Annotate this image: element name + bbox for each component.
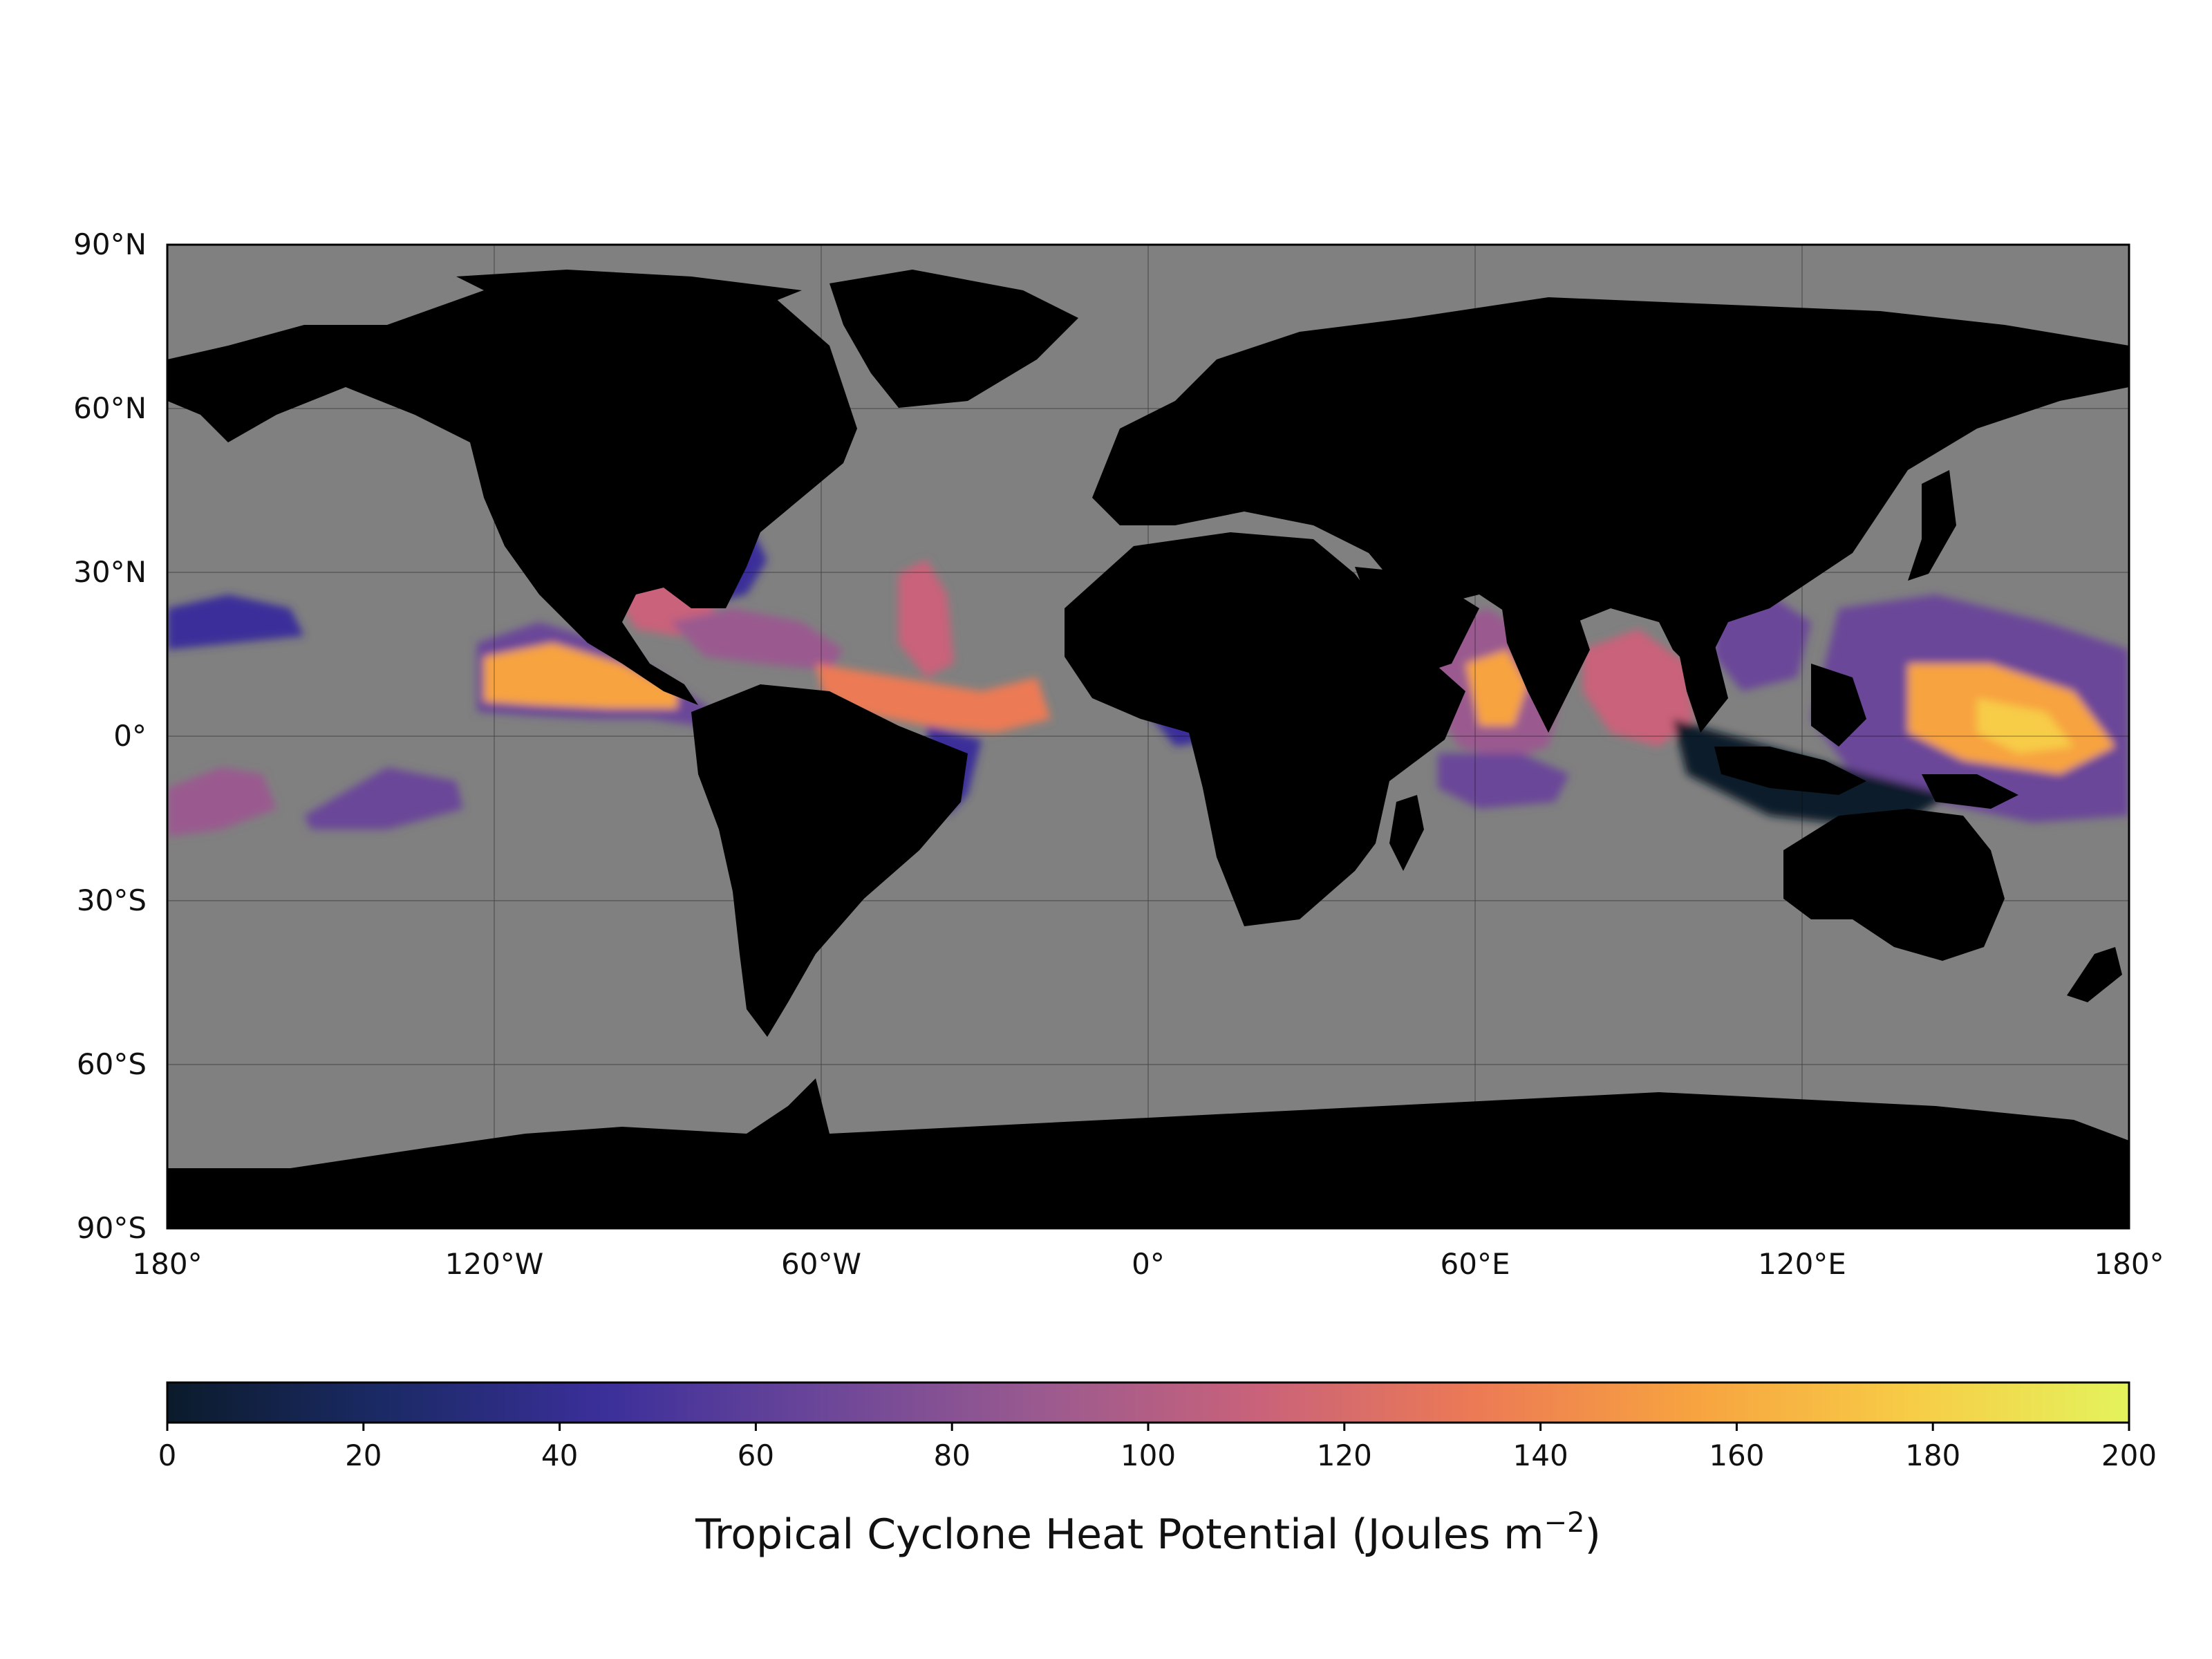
colorbar-tick-label: 180	[1905, 1438, 1960, 1472]
colorbar-tick-label: 100	[1121, 1438, 1176, 1472]
lon-tick-label: 180°	[132, 1247, 202, 1281]
lon-tick-label: 120°W	[445, 1247, 544, 1281]
colorbar	[166, 1381, 2130, 1424]
land-madagascar	[1389, 795, 1424, 871]
heat-arabian-sea-core	[1465, 650, 1528, 726]
heat-bay-of-bengal	[1583, 629, 1694, 747]
lat-tick-label: 90°S	[77, 1211, 147, 1245]
heat-west-pacific-hot	[1977, 698, 2074, 753]
colorbar-tick-label: 60	[738, 1438, 774, 1472]
colorbar-tick-label: 200	[2101, 1438, 2157, 1472]
colorbar-tick-label: 160	[1709, 1438, 1764, 1472]
colorbar-tick-label: 0	[158, 1438, 177, 1472]
lon-tick-label: 0°	[1132, 1247, 1165, 1281]
land-new-guinea	[1922, 774, 2018, 809]
colorbar-tick-label: 80	[933, 1438, 970, 1472]
land-southeast-asia	[1673, 622, 1728, 733]
land-south-america	[691, 684, 968, 1037]
heat-east-pacific-core	[484, 643, 677, 709]
land-antarctica	[167, 1078, 2129, 1228]
lat-tick-label: 60°S	[77, 1047, 147, 1081]
lat-tick-label: 0°	[113, 719, 147, 753]
lat-tick-label: 30°S	[77, 883, 147, 917]
land-borneo-philippines	[1811, 664, 1866, 747]
land-arabia	[1355, 567, 1479, 677]
colorbar-label: Tropical Cyclone Heat Potential (Joules …	[695, 1507, 1601, 1559]
lon-tick-label: 60°W	[781, 1247, 861, 1281]
lat-tick-label: 60°N	[73, 391, 147, 425]
land-indonesia	[1714, 747, 1866, 795]
land-arctic-islands	[456, 270, 802, 325]
land-greenland	[830, 270, 1078, 408]
heat-south-pacific-west	[167, 767, 276, 836]
land-india	[1500, 594, 1590, 733]
land-africa	[1065, 532, 1465, 926]
land-eurasia	[1092, 297, 2129, 677]
lat-tick-label: 90°N	[73, 227, 147, 261]
lon-tick-label: 120°E	[1758, 1247, 1846, 1281]
colorbar-tick-label: 120	[1317, 1438, 1372, 1472]
heat-caribbean	[671, 608, 843, 671]
colorbar-label-close: )	[1585, 1510, 1601, 1559]
heat-south-pacific-east	[304, 767, 463, 830]
heat-south-indian	[1438, 753, 1569, 809]
colorbar-tick-label: 140	[1513, 1438, 1568, 1472]
colorbar-label-main: Tropical Cyclone Heat Potential (Joules …	[695, 1510, 1544, 1559]
lon-tick-label: 60°E	[1441, 1247, 1510, 1281]
lat-tick-label: 30°N	[73, 555, 147, 589]
colorbar-tick-label: 40	[541, 1438, 578, 1472]
land-north-america	[167, 283, 857, 705]
colorbar-label-exponent: −2	[1544, 1507, 1585, 1539]
colorbar-tick-label: 20	[345, 1438, 382, 1472]
lat-tick-labels: 90°N 60°N 30°N 0° 30°S 60°S 90°S	[73, 227, 147, 1245]
land-australia	[1783, 809, 2005, 961]
lon-tick-labels: 180° 120°W 60°W 0° 60°E 120°E 180°	[132, 1247, 2164, 1281]
map-frame	[166, 243, 2130, 1230]
gridlines	[167, 245, 2129, 1228]
lon-tick-label: 180°	[2094, 1247, 2164, 1281]
heat-central-pacific	[167, 594, 304, 650]
heat-mid-atlantic	[899, 560, 954, 677]
colorbar-ticks: 0 20 40 60 80 100 120 140 160 180 200	[158, 1423, 2157, 1472]
land-new-zealand	[2067, 947, 2122, 1002]
land-japan	[1908, 470, 1956, 581]
landmasses	[167, 270, 2129, 1228]
